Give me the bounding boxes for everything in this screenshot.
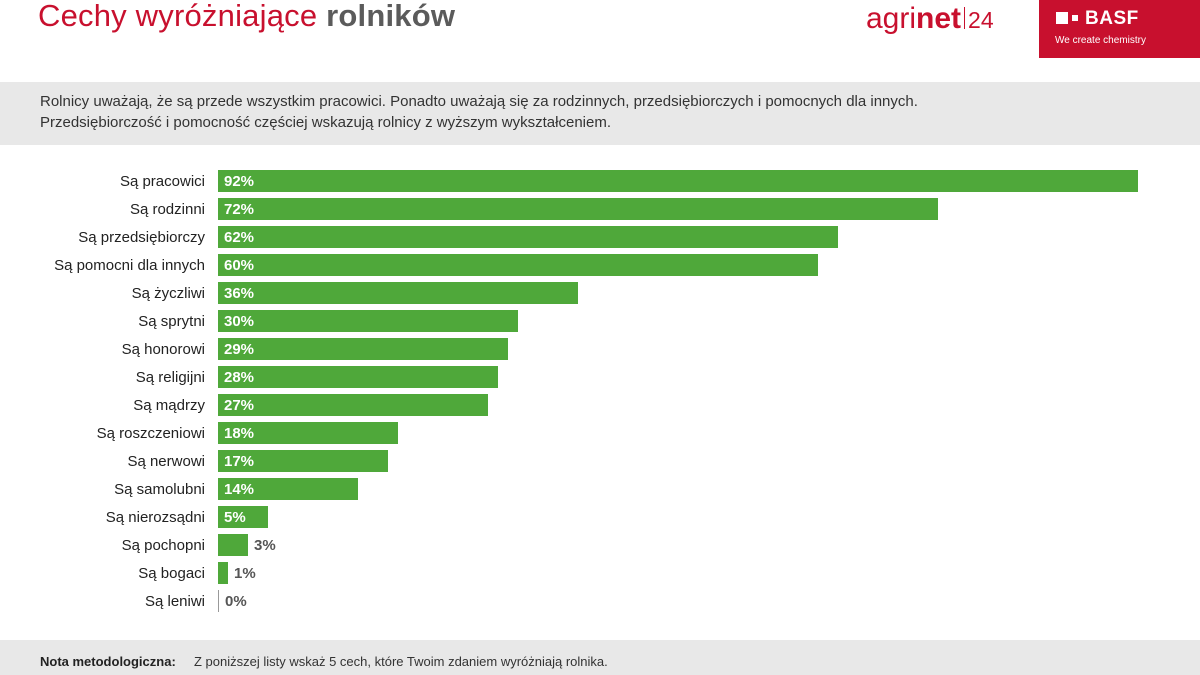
category-label: Są leniwi (145, 593, 205, 610)
category-label: Są sprytni (138, 313, 205, 330)
category-label: Są religijni (136, 369, 205, 386)
bar (218, 310, 518, 332)
value-label: 27% (224, 397, 254, 414)
bar (218, 366, 498, 388)
summary-line-2: Przedsiębiorczość i pomocność częściej w… (40, 114, 612, 131)
category-label: Są pochopni (122, 537, 205, 554)
bar (218, 394, 488, 416)
value-label: 62% (224, 229, 254, 246)
title-regular: Cechy wyróżniające (38, 0, 318, 33)
bar-row: Są religijni 28% (136, 366, 498, 388)
bar (218, 254, 818, 276)
value-label: 72% (224, 201, 254, 218)
bar (218, 478, 358, 500)
bar-row: Są przedsiębiorczy 62% (78, 226, 838, 248)
bar-row: Są samolubni 14% (114, 478, 358, 500)
value-label: 36% (224, 285, 254, 302)
basf-square-icon (1056, 12, 1068, 24)
bar-row: Są pomocni dla innych 60% (54, 254, 818, 276)
value-label: 5% (224, 509, 246, 526)
bar-row: Są życzliwi 36% (132, 282, 578, 304)
page-title: Cechy wyróżniające rolników (38, 0, 455, 34)
basf-name: BASF (1085, 8, 1139, 29)
value-label: 30% (224, 313, 254, 330)
bar (218, 534, 248, 556)
bar (218, 282, 578, 304)
bar (218, 226, 838, 248)
bar-row: Są roszczeniowi 18% (97, 422, 398, 444)
category-label: Są nerwowi (127, 453, 205, 470)
category-label: Są życzliwi (132, 285, 205, 302)
bar-row: Są rodzinni 72% (130, 198, 938, 220)
bar (218, 422, 398, 444)
category-label: Są przedsiębiorczy (78, 229, 205, 246)
bar-row: Są honorowi 29% (122, 338, 508, 360)
bar (218, 506, 268, 528)
bar (218, 198, 938, 220)
category-label: Są samolubni (114, 481, 205, 498)
value-label: 1% (234, 565, 256, 582)
category-label: Są honorowi (122, 341, 205, 358)
bar-row: Są mądrzy 27% (133, 394, 488, 416)
value-label: 92% (224, 173, 254, 190)
category-label: Są mądrzy (133, 397, 205, 414)
value-label: 14% (224, 481, 254, 498)
bar-row: Są nierozsądni 5% (106, 506, 268, 528)
bar (218, 170, 1138, 192)
summary-line-1: Rolnicy uważają, że są przede wszystkim … (40, 93, 918, 110)
title-bold: rolników (326, 0, 456, 33)
agrinet-logo-separator (964, 7, 966, 29)
summary-band: Rolnicy uważają, że są przede wszystkim … (0, 82, 1200, 145)
category-label: Są rodzinni (130, 201, 205, 218)
category-label: Są roszczeniowi (97, 425, 205, 442)
agrinet-logo: agrinet 24 (866, 2, 994, 36)
category-label: Są nierozsądni (106, 509, 205, 526)
bar-row: Są sprytni 30% (138, 310, 518, 332)
bar (218, 338, 508, 360)
value-label: 29% (224, 341, 254, 358)
agrinet-logo-agri: agri (866, 2, 917, 35)
agrinet-logo-number: 24 (968, 7, 994, 33)
value-label: 17% (224, 453, 254, 470)
basf-tagline: We create chemistry (1055, 35, 1146, 46)
bar-row: Są pracowici 92% (120, 170, 1138, 192)
methodology-footer: Nota metodologiczna: Z poniższej listy w… (0, 640, 1200, 675)
value-label: 3% (254, 537, 276, 554)
category-label: Są pracowici (120, 173, 205, 190)
basf-dot-icon (1072, 15, 1078, 21)
value-label: 18% (224, 425, 254, 442)
bar-row: Są nerwowi 17% (127, 450, 388, 472)
value-label: 0% (225, 593, 247, 610)
bar (218, 450, 388, 472)
value-label: 28% (224, 369, 254, 386)
agrinet-logo-net: net (916, 2, 962, 35)
category-label: Są pomocni dla innych (54, 257, 205, 274)
bar-row: Są leniwi 0% (145, 590, 247, 612)
value-label: 60% (224, 257, 254, 274)
bar (218, 562, 228, 584)
methodology-note-text: Z poniższej listy wskaż 5 cech, które Tw… (194, 654, 608, 669)
bar-row: Są bogaci 1% (138, 562, 256, 584)
bar-row: Są pochopni 3% (122, 534, 276, 556)
bar-chart: Są pracowici 92% Są rodzinni 72% Są przedsię… (54, 170, 1138, 612)
basf-logo: BASF We create chemistry (1039, 0, 1200, 58)
category-label: Są bogaci (138, 565, 205, 582)
methodology-note-label: Nota metodologiczna: (40, 654, 176, 669)
